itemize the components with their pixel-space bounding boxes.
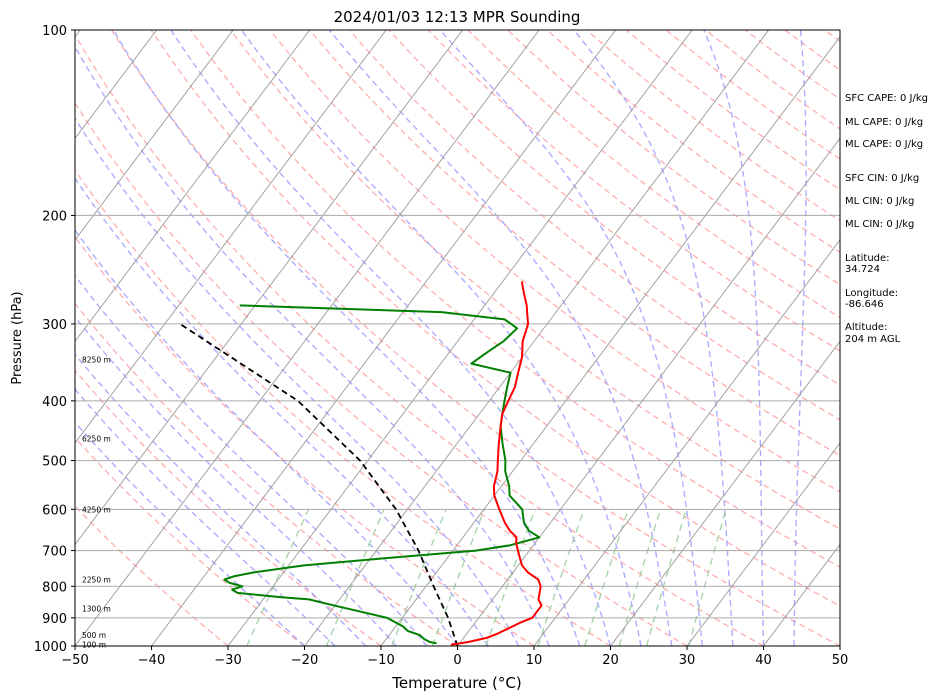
sfc-cape-text: SFC CAPE: 0 J/kg — [845, 93, 928, 104]
moist-adiabat-line — [573, 30, 734, 646]
height-label: 500 m — [82, 631, 106, 640]
moist-adiabat-line — [75, 388, 336, 646]
isotherm-line — [75, 30, 464, 546]
dry-adiabat-line — [75, 235, 535, 646]
dry-adiabat-line — [75, 101, 688, 646]
y-tick-label: 400 — [42, 395, 67, 410]
x-tick-label: −30 — [214, 653, 241, 668]
isotherm-line — [75, 30, 158, 140]
isotherm-line — [75, 30, 540, 646]
latitude-value: 34.724 — [845, 264, 880, 275]
moist-adiabat-line — [75, 45, 550, 646]
height-label: 1300 m — [82, 605, 111, 614]
moist-adiabat-line — [703, 30, 765, 646]
temperature-profile-line — [450, 281, 543, 646]
ml-cape-text: ML CAPE: 0 J/kg — [845, 117, 924, 128]
y-axis-label: Pressure (hPa) — [10, 291, 25, 384]
moist-adiabat-line — [75, 117, 520, 646]
height-label: 6250 m — [82, 434, 111, 443]
x-tick-label: −40 — [138, 653, 165, 668]
y-tick-label: 700 — [42, 545, 67, 560]
x-tick-label: −10 — [367, 653, 394, 668]
dry-adiabat-line — [269, 30, 840, 493]
x-tick-label: 30 — [679, 653, 696, 668]
longitude-label: Longitude: — [845, 288, 899, 299]
ml-cape-text-2: ML CAPE: 0 J/kg — [845, 139, 924, 150]
dry-adiabat-line — [309, 30, 840, 457]
longitude-value: -86.646 — [845, 299, 884, 310]
moist-adiabat-line — [328, 30, 673, 646]
dry-adiabat-line — [190, 30, 840, 568]
moist-adiabat-line — [112, 30, 581, 646]
dry-adiabat-line — [229, 30, 840, 530]
dry-adiabat-line — [75, 169, 611, 646]
isotherm-line — [380, 36, 840, 646]
dry-adiabat-line — [467, 30, 840, 319]
altitude-value: 204 m AGL — [845, 334, 901, 345]
y-tick-label: 800 — [42, 580, 67, 595]
height-label: 4250 m — [82, 505, 111, 514]
mixing-ratio-line — [688, 509, 727, 646]
height-label: 2250 m — [82, 576, 111, 585]
parcel-profile-line — [179, 323, 459, 646]
dry-adiabat-line — [507, 30, 840, 286]
x-axis-label: Temperature (°C) — [391, 674, 521, 692]
moist-adiabat-line — [75, 229, 459, 646]
moist-adiabat-line — [439, 30, 703, 646]
moist-adiabat-line — [793, 30, 807, 646]
x-tick-label: −20 — [291, 653, 318, 668]
isotherm-line — [75, 30, 234, 241]
isotherm-line — [304, 30, 770, 646]
x-tick-label: 0 — [453, 653, 461, 668]
isotherm-line — [610, 340, 840, 646]
y-tick-label: 100 — [42, 24, 67, 39]
plot-frame — [74, 29, 841, 647]
dry-adiabat-line — [427, 30, 840, 352]
latitude-label: Latitude: — [845, 253, 890, 264]
x-tick-label: −50 — [61, 653, 88, 668]
dry-adiabat-line — [75, 33, 764, 646]
moist-adiabat-line — [240, 30, 642, 646]
dry-adiabat-line — [75, 505, 229, 646]
isotherm-line — [75, 30, 387, 444]
moist-adiabat-line — [75, 274, 428, 646]
dry-adiabat-line — [150, 30, 840, 607]
x-tick-label: 10 — [526, 653, 543, 668]
y-tick-label: 300 — [42, 318, 67, 333]
y-tick-label: 500 — [42, 455, 67, 470]
moist-adiabat-line — [170, 30, 612, 646]
ml-cin-text-2: ML CIN: 0 J/kg — [845, 219, 915, 230]
moist-adiabat-line — [75, 421, 305, 646]
dewpoint-profile-line — [223, 304, 541, 645]
isotherm-line — [0, 30, 4, 646]
dry-adiabat-line — [75, 436, 305, 646]
ml-cin-text: ML CIN: 0 J/kg — [845, 196, 915, 207]
dry-adiabat-line — [111, 30, 840, 646]
isotherm-line — [457, 137, 840, 646]
isotherm-line — [686, 442, 840, 646]
height-label: 8250 m — [82, 356, 111, 365]
sfc-cin-text: SFC CIN: 0 J/kg — [845, 173, 920, 184]
isotherm-line — [533, 239, 840, 646]
x-tick-label: 40 — [755, 653, 772, 668]
isotherm-line — [75, 30, 311, 343]
y-tick-label: 600 — [42, 503, 67, 518]
chart-title: 2024/01/03 12:13 MPR Sounding — [334, 8, 581, 26]
y-tick-label: 900 — [42, 612, 67, 627]
x-tick-label: 20 — [602, 653, 619, 668]
y-tick-label: 200 — [42, 209, 67, 224]
moist-adiabat-line — [75, 177, 489, 646]
isotherm-line — [227, 30, 693, 646]
isotherm-line — [151, 30, 617, 646]
x-tick-label: 50 — [832, 653, 849, 668]
altitude-label: Altitude: — [845, 322, 888, 333]
height-label: 100 m — [82, 640, 106, 649]
dry-adiabat-line — [75, 302, 458, 646]
y-tick-label: 1000 — [34, 640, 67, 655]
